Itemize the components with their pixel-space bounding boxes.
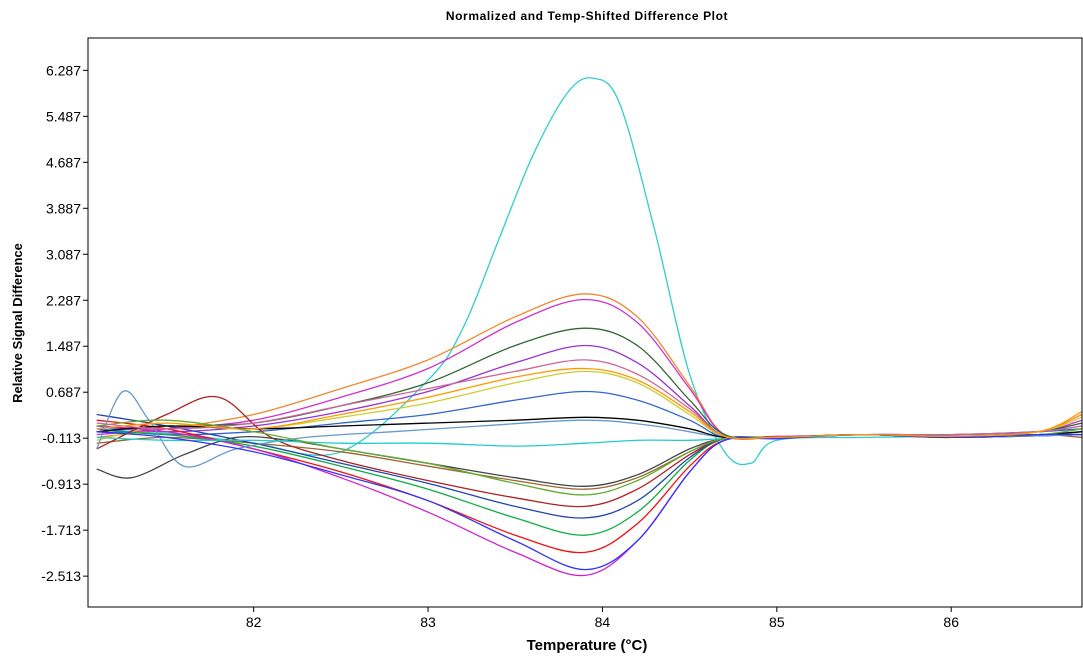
x-axis-label: Temperature (°C) — [527, 637, 648, 654]
chart-title: Normalized and Temp-Shifted Difference P… — [446, 9, 728, 23]
y-tick-label-3: 4.687 — [46, 154, 81, 170]
x-tick-label-1: 82 — [246, 614, 262, 630]
y-tick-label-9: -0.113 — [42, 430, 81, 446]
y-tick-label-8: 0.687 — [46, 384, 81, 400]
y-tick-label-11: -1.713 — [41, 522, 81, 538]
series-line-1 — [96, 77, 1083, 466]
x-tick-label-2: 83 — [420, 614, 436, 630]
series-line-21 — [96, 367, 1083, 440]
y-tick-label-7: 1.487 — [46, 338, 81, 354]
series-layer — [96, 77, 1083, 577]
y-tick-label-1: 6.287 — [46, 62, 81, 78]
y-tick-label-5: 3.087 — [46, 246, 81, 262]
y-tick-label-12: -2.513 — [41, 568, 81, 584]
series-line-19 — [96, 359, 1083, 440]
y-tick-label-6: 2.287 — [46, 292, 81, 308]
y-tick-label-4: 3.887 — [46, 200, 81, 216]
y-tick-label-2: 5.487 — [46, 108, 81, 124]
y-axis-label: Relative Signal Difference — [10, 243, 25, 403]
plot-frame — [87, 37, 1083, 608]
y-tick-label-10: -0.913 — [41, 476, 81, 492]
x-tick-label-3: 84 — [595, 614, 611, 630]
x-tick-label-4: 85 — [769, 614, 785, 630]
axes-layer: 6.287 5.487 4.687 3.887 3.087 2.287 1.487 0.687… — [41, 62, 959, 630]
x-tick-label-5: 86 — [943, 614, 959, 630]
